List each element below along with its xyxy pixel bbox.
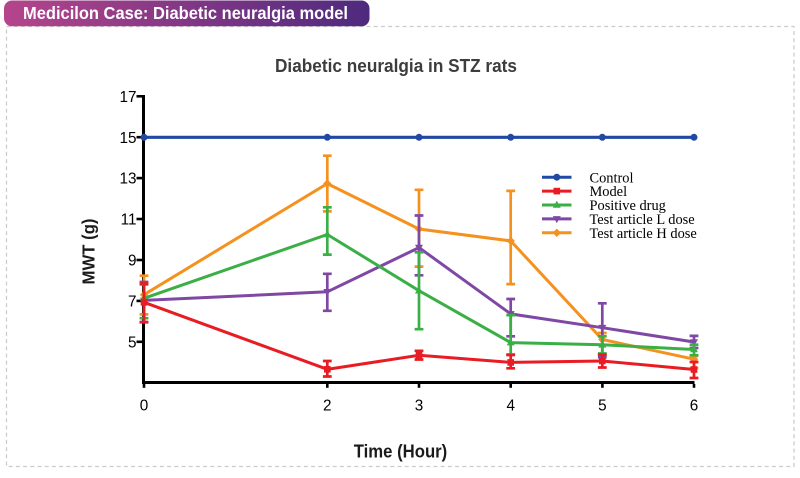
svg-text:7: 7 [128,294,137,311]
svg-text:5: 5 [128,334,137,351]
svg-text:Control: Control [590,170,634,186]
svg-text:Model: Model [590,184,628,200]
svg-text:6: 6 [690,398,699,415]
svg-text:9: 9 [128,253,137,270]
svg-text:Test article L dose: Test article L dose [590,212,695,228]
svg-text:5: 5 [598,398,607,415]
svg-text:2: 2 [323,398,332,415]
svg-text:17: 17 [119,89,136,106]
svg-text:Test article H dose: Test article H dose [590,226,697,242]
svg-text:Time (Hour): Time (Hour) [354,442,448,462]
svg-text:3: 3 [415,398,424,415]
svg-text:11: 11 [121,212,137,229]
svg-text:Diabetic neuralgia in STZ rats: Diabetic neuralgia in STZ rats [275,56,517,76]
svg-text:15: 15 [119,130,136,147]
svg-text:0: 0 [140,398,149,415]
svg-text:MWT (g): MWT (g) [79,219,99,285]
svg-text:Medicilon Case: Diabetic neura: Medicilon Case: Diabetic neuralgia model [23,3,348,23]
svg-text:4: 4 [506,398,515,415]
svg-text:Positive drug: Positive drug [590,198,666,214]
svg-text:13: 13 [119,171,136,188]
